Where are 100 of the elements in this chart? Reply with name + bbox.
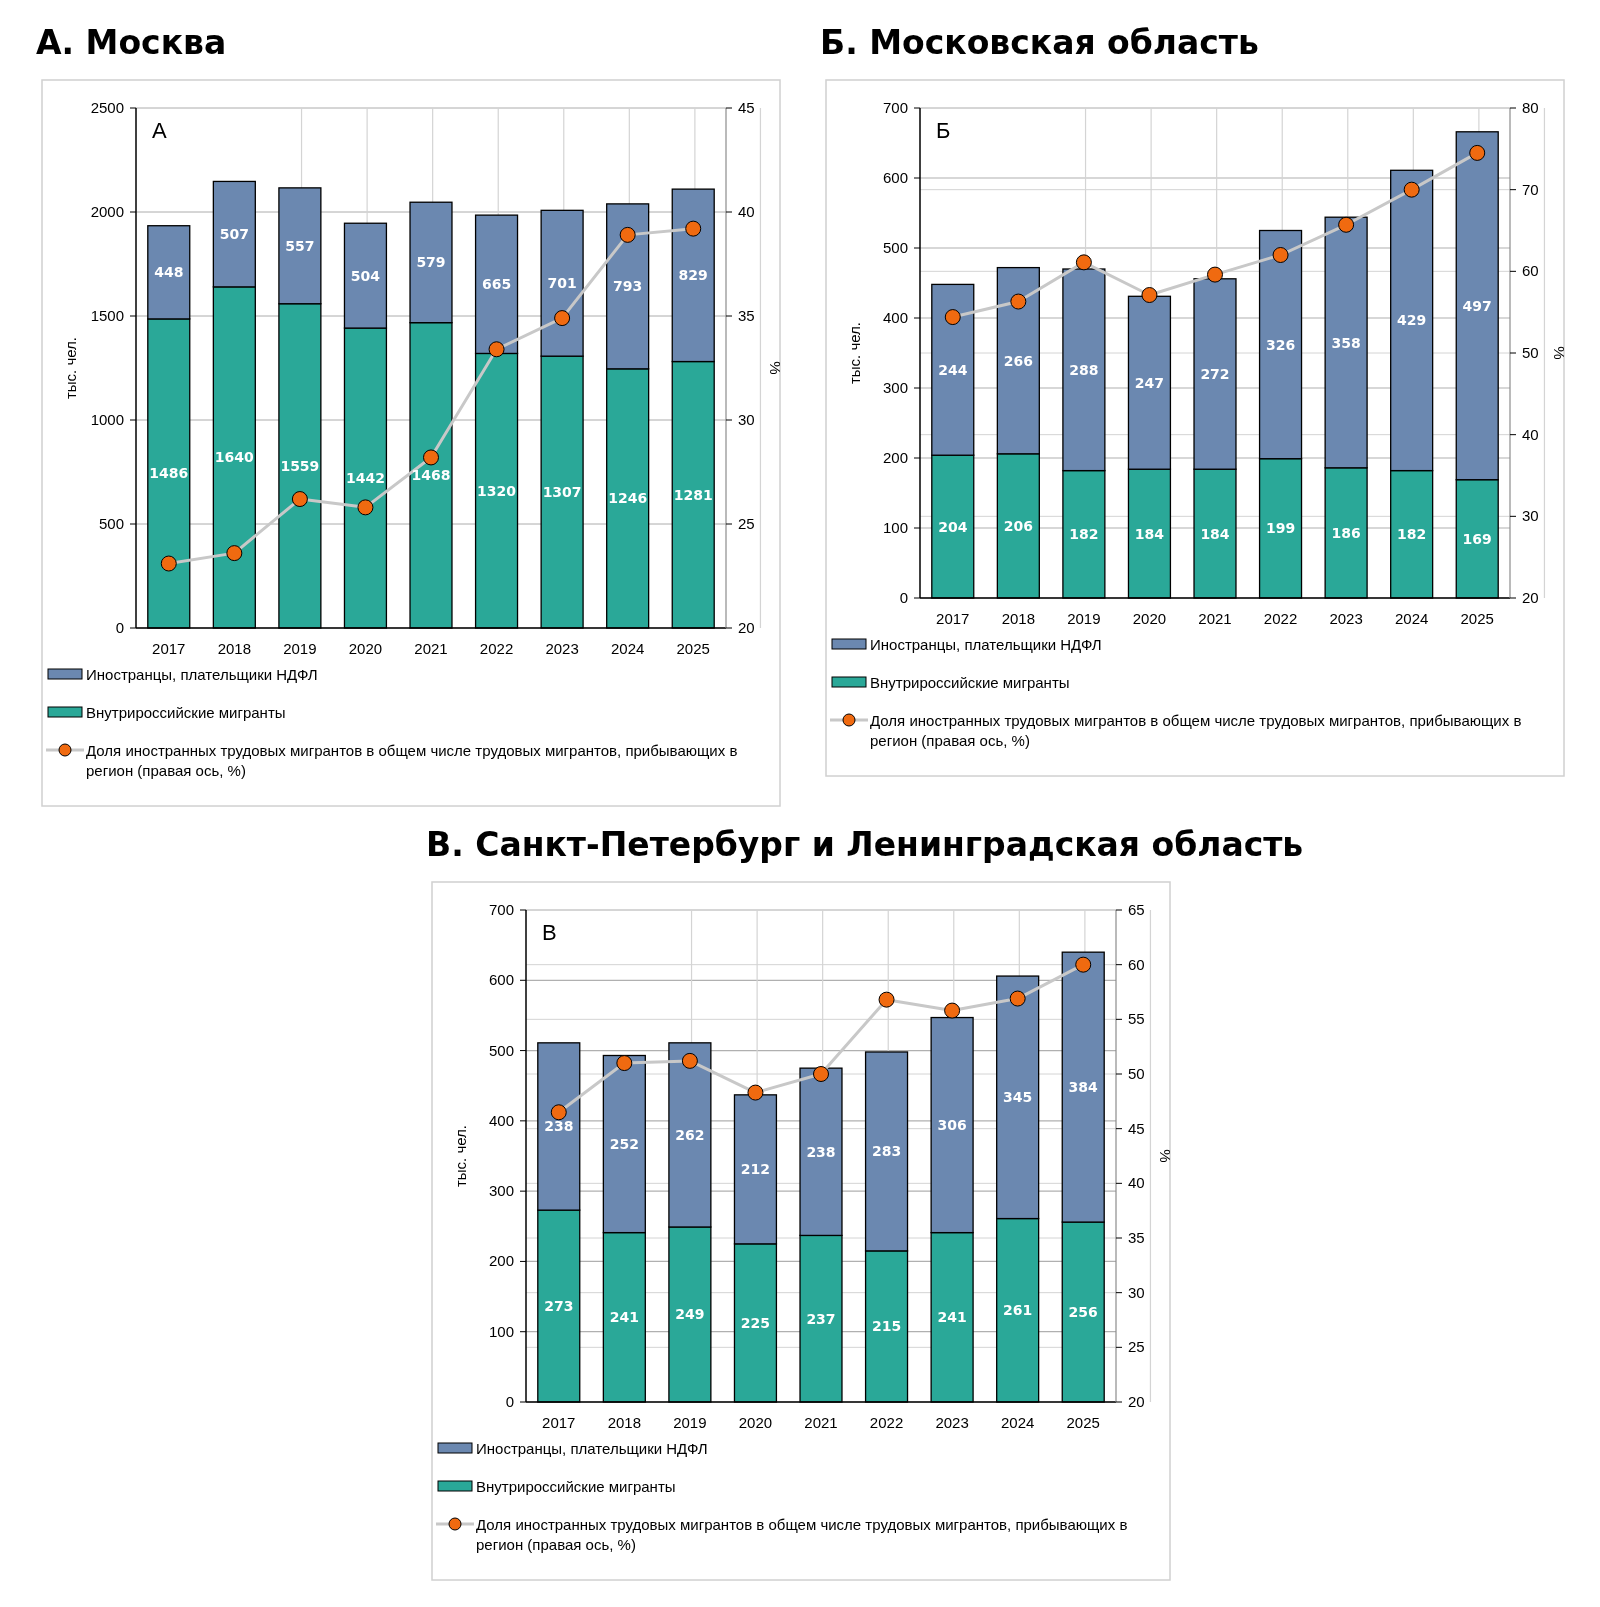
point: [1338, 216, 1355, 233]
y2-tick-label: 20: [1128, 1393, 1145, 1410]
data-label: 262: [675, 1126, 705, 1143]
data-label: 429: [1397, 312, 1427, 329]
y-tick-label: 300: [488, 1182, 514, 1200]
x-tick-label: 2022: [869, 1414, 904, 1431]
point: [878, 991, 895, 1008]
x-tick-label: 2020: [738, 1414, 773, 1431]
data-label: 1559: [280, 457, 320, 474]
point: [1469, 144, 1486, 161]
point: [357, 499, 374, 516]
data-label: 237: [806, 1310, 836, 1327]
data-label: 199: [1265, 520, 1296, 537]
data-label: 497: [1462, 297, 1492, 314]
y-tick-label: 700: [882, 99, 908, 116]
x-tick-label: 2022: [1263, 610, 1298, 627]
data-label: 1468: [411, 467, 451, 484]
data-label: 256: [1068, 1304, 1098, 1321]
y-tick-label: 500: [98, 515, 124, 532]
y2-tick-label: 30: [1522, 507, 1539, 525]
data-label: 665: [481, 276, 512, 293]
point: [1010, 293, 1027, 310]
y-tick-label: 600: [882, 169, 908, 186]
point: [944, 309, 961, 326]
point: [488, 341, 505, 358]
legend-label: Доля иностранных трудовых мигрантов в общем числе трудовых мигрантов, прибывающих в регион (правая ось, %): [870, 712, 1522, 749]
data-label: 283: [871, 1143, 902, 1160]
legend-label: Иностранцы, плательщики НДФЛ: [870, 636, 1102, 653]
legend-label: Внутрироссийские мигранты: [86, 704, 286, 721]
legend-label: Доля иностранных трудовых мигрантов в общем числе трудовых мигрантов, прибывающих в регион (правая ось, %): [86, 742, 738, 779]
x-tick-label: 2024: [1394, 610, 1429, 627]
y2-tick-label: 45: [1128, 1119, 1145, 1137]
annotation: Б: [936, 118, 951, 143]
data-label: 212: [740, 1161, 771, 1178]
data-label: 448: [154, 264, 184, 281]
x-tick-label: 2022: [479, 640, 514, 657]
point: [685, 220, 702, 237]
x-tick-label: 2017: [936, 610, 970, 627]
x-tick-label: 2025: [676, 640, 710, 657]
y2-tick-label: 30: [738, 411, 755, 428]
data-label: 249: [675, 1306, 705, 1323]
y-tick-label: 100: [488, 1322, 514, 1340]
y-tick-label: 0: [899, 589, 908, 606]
point: [160, 555, 177, 572]
x-tick-label: 2023: [545, 640, 579, 657]
point: [747, 1084, 764, 1101]
y2-axis-title: %: [1551, 346, 1568, 360]
x-tick-label: 2019: [673, 1414, 707, 1431]
y-tick-label: 2000: [90, 203, 124, 220]
data-label: 306: [937, 1117, 967, 1134]
y2-tick-label: 40: [1128, 1174, 1145, 1192]
y2-tick-label: 30: [1128, 1283, 1145, 1301]
point: [616, 1055, 633, 1072]
x-tick-label: 2018: [217, 640, 252, 657]
data-label: 288: [1069, 361, 1099, 378]
y2-tick-label: 40: [738, 203, 755, 220]
data-label: 182: [1069, 526, 1099, 543]
legend-label: Внутрироссийские мигранты: [476, 1478, 676, 1495]
data-label: 241: [937, 1309, 967, 1326]
chart-title: А. Москва: [36, 23, 227, 62]
y-tick-label: 1000: [90, 411, 124, 428]
data-label: 238: [806, 1143, 836, 1160]
data-label: 244: [938, 361, 968, 378]
legend-label: Доля иностранных трудовых мигрантов в общем числе трудовых мигрантов, прибывающих в регион (правая ось, %): [476, 1516, 1128, 1553]
y2-tick-label: 40: [1522, 425, 1539, 443]
data-label: 1640: [214, 449, 255, 466]
y-tick-label: 700: [488, 901, 514, 918]
data-label: 701: [547, 275, 577, 292]
y2-tick-label: 80: [1522, 99, 1539, 116]
x-tick-label: 2024: [1000, 1414, 1035, 1431]
y2-tick-label: 55: [1128, 1010, 1145, 1028]
data-label: 182: [1397, 526, 1427, 543]
y-tick-label: 200: [882, 449, 908, 466]
x-tick-label: 2021: [1198, 610, 1232, 627]
y2-tick-label: 20: [1522, 589, 1539, 606]
data-label: 273: [544, 1298, 574, 1315]
data-label: 829: [678, 267, 708, 284]
point: [681, 1052, 698, 1069]
y-tick-label: 200: [488, 1252, 514, 1270]
y-tick-label: 1500: [90, 307, 124, 324]
data-label: 504: [350, 267, 381, 284]
point: [554, 310, 571, 327]
data-label: 252: [609, 1136, 639, 1153]
y2-tick-label: 35: [738, 307, 755, 324]
x-tick-label: 2024: [610, 640, 645, 657]
x-tick-label: 2019: [1067, 610, 1101, 627]
x-tick-label: 2021: [414, 640, 448, 657]
y-tick-label: 500: [488, 1041, 514, 1059]
point: [1403, 181, 1420, 198]
data-label: 557: [285, 237, 315, 254]
point: [226, 545, 243, 562]
data-label: 215: [871, 1318, 902, 1335]
point: [1272, 247, 1289, 263]
x-tick-label: 2017: [152, 640, 186, 657]
data-label: 238: [544, 1118, 574, 1135]
legend-label: Иностранцы, плательщики НДФЛ: [476, 1440, 708, 1457]
y-tick-label: 500: [882, 239, 908, 256]
y2-tick-label: 60: [1128, 955, 1145, 973]
point: [619, 226, 636, 243]
x-tick-label: 2019: [283, 640, 317, 657]
